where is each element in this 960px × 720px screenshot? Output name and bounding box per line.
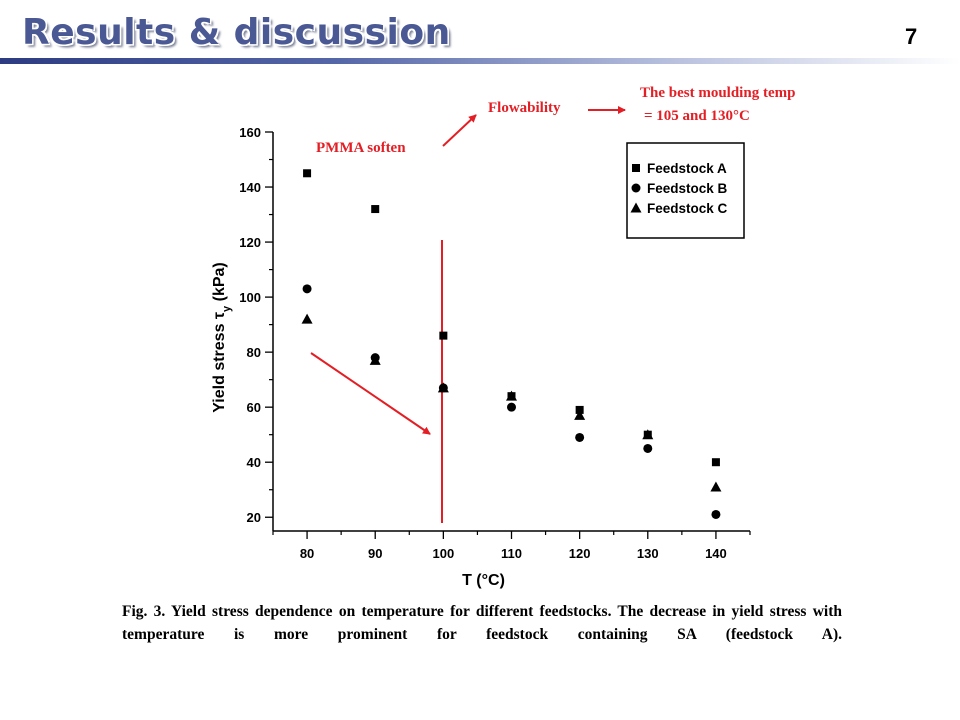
feedstock-c-point: [710, 481, 722, 492]
feedstock-b-point: [643, 443, 653, 453]
feedstock-a-point: [303, 169, 312, 178]
feedstock-c-point: [437, 382, 449, 393]
legend-marker-feedstock-b: [631, 183, 641, 193]
title-underline: [0, 58, 960, 64]
feedstock-c-point: [301, 313, 313, 324]
decrease-arrow: [310, 352, 431, 435]
x-tick-label: 140: [705, 546, 727, 561]
x-tick-label: 100: [433, 546, 455, 561]
legend-marker-feedstock-a: [632, 164, 640, 172]
x-tick-label: 110: [501, 546, 522, 561]
best-temp-label-line2: = 105 and 130°C: [644, 108, 750, 124]
y-tick-label: 60: [247, 400, 261, 415]
legend: Feedstock A Feedstock B Feedstock C: [626, 142, 745, 239]
feedstock-a-point: [575, 405, 584, 414]
y-tick-label: 80: [247, 345, 261, 360]
y-tick-label: 160: [239, 125, 261, 140]
soften-to-flow-arrow: [442, 114, 477, 147]
feedstock-a-point: [439, 331, 448, 340]
x-tick-label: 90: [368, 546, 382, 561]
x-tick-label: 130: [637, 546, 659, 561]
feedstock-b-point: [575, 432, 585, 442]
annotation-layer: PMMA soften Flowability The best moulding …: [310, 85, 795, 523]
legend-marker-feedstock-c: [630, 202, 642, 213]
y-tick-label: 140: [239, 180, 261, 195]
y-tick-label: 20: [247, 510, 261, 525]
y-tick-label: 40: [247, 455, 261, 470]
page-number: 7: [905, 24, 918, 49]
feedstock-c-point: [642, 429, 654, 440]
x-tick-label: 120: [569, 546, 591, 561]
slide-title: Results & discussion: [22, 12, 451, 53]
legend-label-feedstock-a: Feedstock A: [647, 161, 727, 176]
flowability-label: Flowability: [488, 100, 561, 116]
feedstock-b-point: [711, 509, 721, 519]
y-tick-label: 120: [239, 235, 261, 250]
axes: 20 40 60 80 100 120 140 160 80 90 100 110 120 130 140 T…: [211, 125, 751, 589]
legend-box: [626, 142, 745, 239]
legend-label-feedstock-c: Feedstock C: [647, 201, 728, 216]
y-axis-title-text: Yield stress τ: [211, 312, 228, 413]
y-axis-title: Yield stress τy (kPa): [211, 262, 233, 413]
y-axis-title-unit: (kPa): [211, 262, 228, 306]
data-points: [301, 169, 722, 519]
x-axis-title: T (°C): [462, 572, 505, 589]
y-tick-label: 100: [239, 290, 261, 305]
feedstock-c-point: [506, 390, 517, 401]
x-tick-label: 80: [300, 546, 314, 561]
pmma-soften-label: PMMA soften: [316, 140, 406, 156]
feedstock-b-point: [507, 402, 516, 412]
feedstock-a-point: [371, 205, 380, 214]
feedstock-c-point: [369, 354, 381, 365]
y-axis-title-subscript: y: [221, 305, 233, 312]
figure-caption: Fig. 3. Yield stress dependence on tempe…: [122, 603, 842, 643]
best-temp-label-line1: The best moulding temp: [640, 85, 795, 101]
feedstock-a-point: [711, 458, 720, 467]
feedstock-c-point: [574, 409, 586, 420]
legend-label-feedstock-b: Feedstock B: [647, 181, 728, 196]
feedstock-b-point: [302, 284, 312, 294]
